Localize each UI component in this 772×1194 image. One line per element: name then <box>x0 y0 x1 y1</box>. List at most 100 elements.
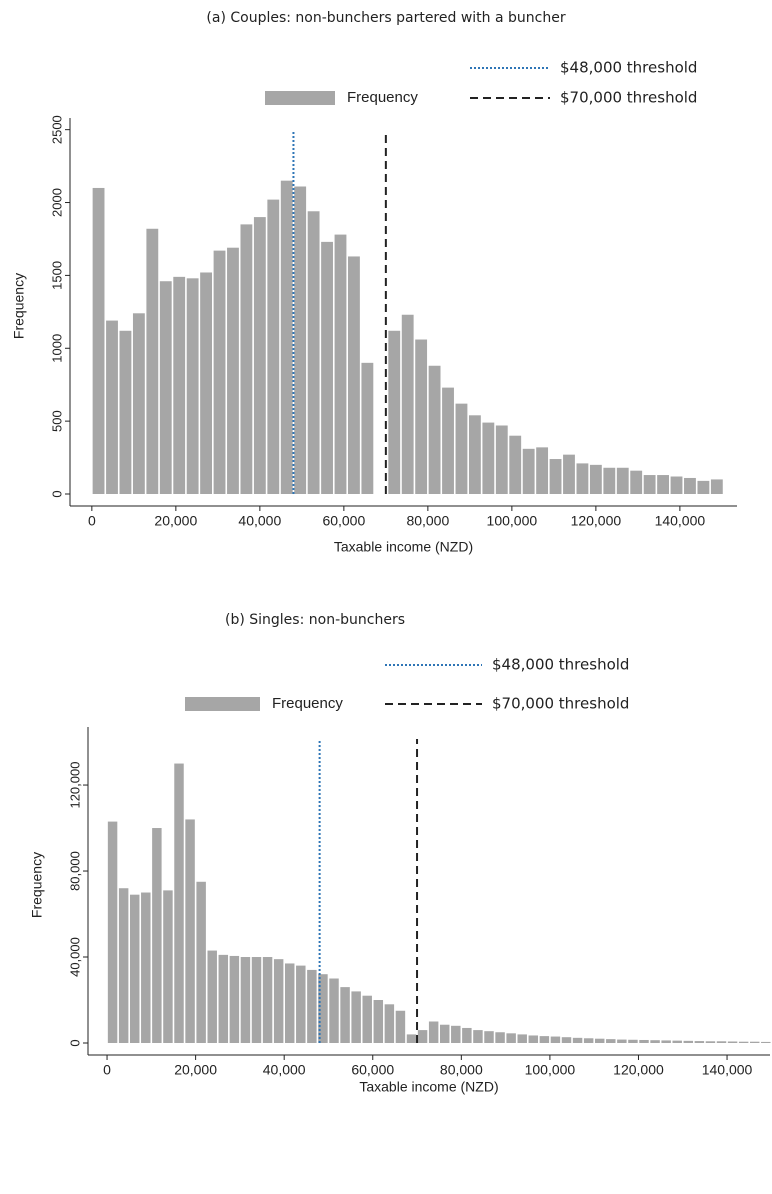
bar <box>506 1033 516 1043</box>
y-tick-label: 2500 <box>49 115 64 144</box>
bar <box>284 963 295 1043</box>
y-tick-label: 40,000 <box>67 937 82 977</box>
bar <box>528 1035 539 1043</box>
bar <box>710 479 723 494</box>
bar <box>262 957 273 1043</box>
bar <box>563 454 575 494</box>
bar <box>727 1041 738 1043</box>
x-tick-label: 120,000 <box>613 1062 664 1078</box>
x-tick-label: 80,000 <box>440 1062 483 1078</box>
legend-label: $70,000 threshold <box>560 89 697 107</box>
bar <box>388 330 401 494</box>
bar <box>196 881 206 1043</box>
bar <box>229 955 240 1043</box>
bar <box>589 464 602 494</box>
bar <box>280 180 293 494</box>
bar <box>107 821 118 1043</box>
bar <box>550 1036 561 1043</box>
bar <box>661 1040 671 1043</box>
bar <box>455 403 468 494</box>
bar <box>517 1034 527 1043</box>
bar <box>119 330 132 494</box>
y-tick-label: 120,000 <box>67 762 82 809</box>
bar <box>173 276 186 494</box>
bar <box>207 950 217 1043</box>
bar <box>509 435 522 494</box>
bar <box>240 224 253 494</box>
bar <box>141 892 151 1043</box>
bar <box>200 272 213 494</box>
bar <box>395 1010 406 1043</box>
bar <box>406 1034 417 1043</box>
bar <box>185 819 195 1043</box>
bar <box>603 467 616 494</box>
bar <box>152 828 162 1043</box>
bar <box>318 974 328 1043</box>
bar <box>348 256 360 494</box>
bar <box>92 187 105 494</box>
bar <box>495 425 508 494</box>
bar <box>630 470 643 494</box>
bar <box>213 250 226 494</box>
bar <box>307 211 320 495</box>
bar <box>684 477 696 494</box>
bar <box>439 1024 450 1043</box>
bar <box>132 313 145 494</box>
bar <box>657 475 669 494</box>
x-axis-label: Taxable income (NZD) <box>359 1079 498 1095</box>
x-tick-label: 60,000 <box>351 1062 394 1078</box>
bar <box>561 1037 572 1043</box>
bar <box>442 387 454 494</box>
legend-label: $48,000 threshold <box>492 656 629 674</box>
bar <box>294 186 307 494</box>
bar <box>594 1038 605 1043</box>
bar <box>307 969 317 1043</box>
bar <box>159 281 172 494</box>
x-tick-label: 40,000 <box>238 513 281 529</box>
bar <box>218 954 229 1043</box>
x-tick-label: 140,000 <box>702 1062 753 1078</box>
y-axis-label: Frequency <box>29 852 45 918</box>
bar <box>468 415 481 494</box>
y-tick-label: 500 <box>49 410 64 432</box>
bar <box>401 314 414 494</box>
x-tick-label: 0 <box>88 513 96 529</box>
bar <box>267 199 280 494</box>
x-tick-label: 140,000 <box>655 513 706 529</box>
bar <box>334 234 347 494</box>
bar <box>106 320 118 494</box>
bar <box>738 1041 749 1043</box>
y-tick-label: 0 <box>49 490 64 497</box>
bar <box>694 1041 705 1043</box>
bar <box>321 241 333 494</box>
legend-label: Frequency <box>272 695 343 712</box>
x-tick-label: 80,000 <box>406 513 449 529</box>
bar <box>536 447 549 494</box>
bar <box>606 1039 616 1043</box>
x-tick-label: 100,000 <box>487 513 538 529</box>
bar <box>683 1040 694 1043</box>
bar <box>484 1031 494 1043</box>
bar <box>576 463 589 494</box>
y-tick-label: 1500 <box>49 261 64 290</box>
legend-swatch <box>185 697 260 711</box>
y-tick-label: 2000 <box>49 188 64 217</box>
chart-title: (a) Couples: non-bunchers partered with … <box>206 10 565 26</box>
bar <box>697 480 710 494</box>
legend-swatch <box>265 91 335 105</box>
bar <box>705 1041 716 1043</box>
y-tick-label: 0 <box>67 1039 82 1046</box>
bar <box>639 1039 649 1043</box>
bar <box>296 965 306 1043</box>
legend-label: Frequency <box>347 89 418 106</box>
bar <box>749 1041 760 1043</box>
bar <box>482 422 495 494</box>
bar <box>451 1025 461 1043</box>
bar <box>650 1040 660 1043</box>
bar <box>174 763 184 1043</box>
bar <box>351 991 361 1043</box>
bar <box>129 894 140 1043</box>
bar <box>583 1038 594 1043</box>
y-tick-label: 1000 <box>49 334 64 363</box>
